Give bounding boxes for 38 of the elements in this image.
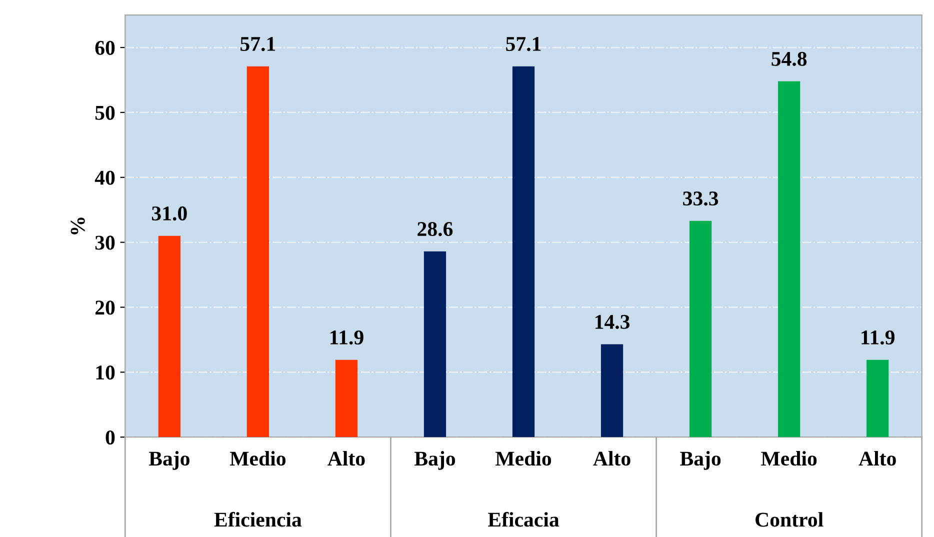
text: Eficiencia	[214, 512, 302, 527]
x-tick-label: Bajo	[148, 451, 190, 470]
bar	[778, 81, 800, 438]
data-label: 31.0	[152, 206, 187, 221]
x-tick-label: Bajo	[414, 451, 456, 470]
x-tick-label: Medio	[496, 451, 552, 466]
data-label: 11.9	[330, 330, 364, 345]
data-label: 57.1	[240, 37, 276, 52]
x-tick-label: Bajo	[680, 451, 721, 470]
y-tick-label: 10	[96, 366, 115, 380]
bar	[866, 360, 889, 438]
y-tick-label: 40	[94, 170, 115, 185]
bar	[158, 236, 180, 438]
data-label: 28.6	[418, 222, 453, 236]
bar	[512, 66, 535, 438]
bar	[424, 251, 446, 438]
bar	[335, 360, 358, 438]
bar	[246, 66, 270, 438]
y-tick-label: 50	[95, 106, 115, 120]
y-axis-title: %	[70, 218, 85, 234]
x-tick-label: Alto	[328, 451, 365, 466]
text: Eficacia	[488, 512, 560, 527]
x-tick-label: Alto	[593, 451, 630, 466]
x-tick-label: Medio	[230, 451, 286, 466]
bar	[600, 344, 624, 438]
y-tick-label: 0	[106, 430, 115, 445]
x-tick-label: Medio	[761, 451, 817, 466]
data-label: 33.3	[683, 192, 718, 206]
data-label: 57.1	[506, 37, 541, 52]
y-tick-label: 60	[95, 40, 115, 55]
x-tick-label: Alto	[858, 451, 896, 466]
y-tick-label: 20	[95, 300, 115, 315]
data-label: 54.8	[772, 52, 807, 66]
data-label: 14.3	[595, 314, 630, 330]
data-label: 11.9	[862, 330, 894, 345]
y-tick-label: 30	[95, 236, 115, 250]
text: Control	[756, 512, 824, 527]
bar	[689, 220, 712, 438]
